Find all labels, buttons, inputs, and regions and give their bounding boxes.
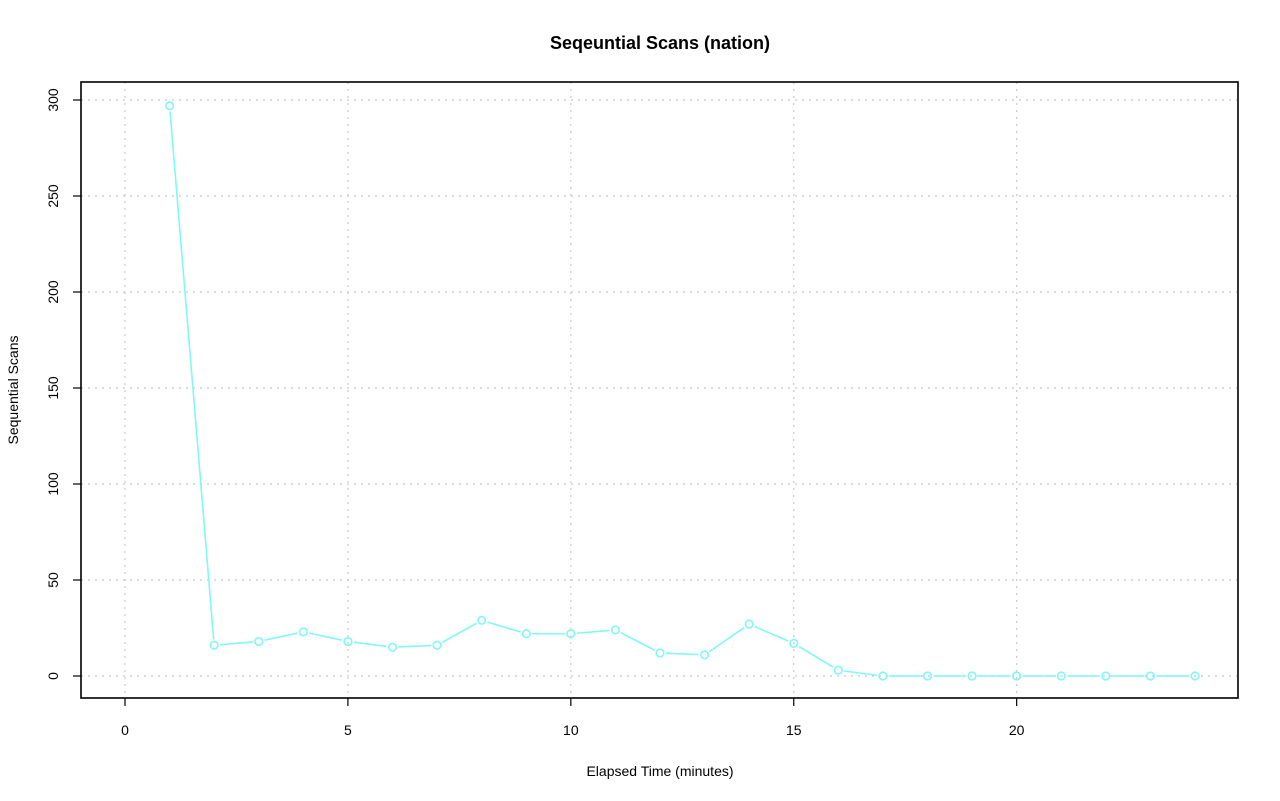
series-layer	[164, 101, 1200, 681]
y-tick-label: 0	[45, 672, 61, 680]
series-line-segment	[754, 625, 789, 642]
data-point	[164, 101, 175, 111]
data-point	[1190, 671, 1200, 681]
series-line-segment	[844, 670, 878, 677]
series-line-segment	[576, 629, 610, 635]
data-point	[566, 629, 576, 639]
series-line-segment	[353, 641, 387, 648]
series-line-segment	[620, 631, 656, 651]
data-point	[387, 642, 398, 652]
grid	[81, 82, 1238, 698]
data-point	[1056, 671, 1066, 681]
series-line-segment	[487, 621, 521, 633]
series-line-segment	[169, 111, 215, 640]
chart-title: Seqeuntial Scans (nation)	[550, 33, 770, 53]
data-point	[922, 671, 933, 681]
x-tick-label: 0	[121, 722, 129, 738]
series-line-segment	[441, 622, 477, 644]
data-point	[343, 636, 353, 647]
series-line-segment	[220, 641, 253, 646]
y-tick-label: 50	[45, 572, 61, 588]
y-axis-label: Sequential Scans	[5, 336, 21, 445]
x-tick-label: 5	[344, 722, 352, 738]
series-line-segment	[309, 632, 343, 641]
data-point	[878, 671, 888, 681]
y-tick-label: 100	[45, 472, 61, 496]
x-tick-label: 15	[786, 722, 802, 738]
y-tick-label: 300	[45, 88, 61, 112]
data-point	[209, 640, 219, 650]
data-point	[833, 665, 843, 675]
x-tick-label: 20	[1009, 722, 1025, 738]
data-point	[432, 640, 442, 650]
y-tick-label: 150	[45, 376, 61, 400]
data-point	[967, 671, 977, 681]
y-axis: 0 50 100 150 200 250 300	[45, 88, 81, 680]
x-axis: 0 5 10 15 20	[121, 698, 1025, 738]
data-point	[699, 650, 710, 660]
data-point	[298, 627, 308, 637]
data-point	[1101, 671, 1111, 681]
plot-frame	[80, 81, 1239, 699]
data-point	[655, 648, 665, 658]
series-line-segment	[798, 645, 834, 668]
data-point	[744, 619, 754, 629]
series-line-segment	[709, 626, 745, 653]
data-point	[477, 615, 487, 625]
data-point	[610, 625, 621, 635]
data-point	[1145, 671, 1156, 681]
data-point	[521, 629, 531, 639]
series-line-segment	[665, 652, 699, 656]
series-0	[164, 101, 1200, 681]
series-line-segment	[264, 632, 298, 641]
data-point	[789, 638, 799, 648]
x-axis-label: Elapsed Time (minutes)	[586, 763, 733, 779]
x-tick-label: 10	[563, 722, 579, 738]
y-tick-label: 250	[45, 184, 61, 208]
data-point	[254, 636, 264, 647]
series-line-segment	[398, 644, 432, 648]
y-tick-label: 200	[45, 280, 61, 304]
data-point	[1012, 671, 1022, 681]
